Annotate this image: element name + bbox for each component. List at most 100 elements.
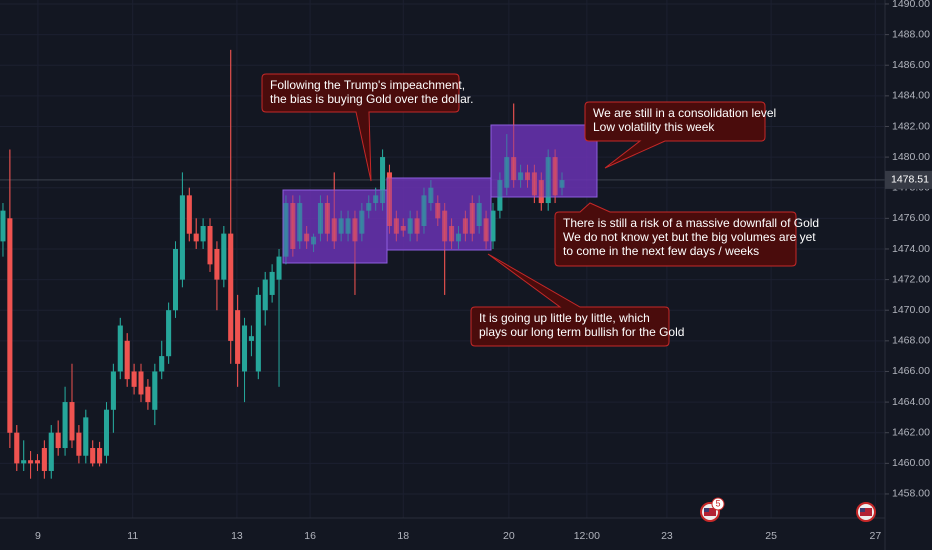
candle-body — [304, 233, 310, 242]
candle-body — [345, 218, 351, 234]
callout — [470, 253, 670, 347]
candle-body — [21, 460, 27, 464]
candle-body — [0, 210, 6, 242]
y-tick-label: 1474.00 — [892, 243, 930, 255]
event-icons: 5 — [700, 497, 876, 522]
flag — [860, 508, 872, 516]
callout — [584, 101, 766, 169]
y-tick-label: 1464.00 — [892, 396, 930, 408]
candle-body — [262, 279, 268, 311]
x-tick-label: 23 — [661, 530, 673, 542]
candle-body — [511, 157, 517, 181]
candle-body — [207, 226, 213, 265]
candle-body — [131, 371, 137, 387]
y-tick-label: 1468.00 — [892, 335, 930, 347]
y-tick-label: 1476.00 — [892, 212, 930, 224]
y-tick-label: 1462.00 — [892, 426, 930, 438]
candle-body — [110, 371, 116, 410]
candle-body — [414, 218, 420, 234]
candle-body — [331, 218, 337, 242]
x-tick-label: 27 — [869, 530, 881, 542]
candle-body — [442, 210, 448, 242]
candle-body — [290, 203, 296, 249]
annotation-text: to come in the next few days / weeks — [563, 244, 759, 258]
callout — [554, 202, 797, 267]
candle-body — [518, 172, 524, 181]
candle-body — [179, 195, 185, 280]
annotation-text: We are still in a consolidation level — [593, 106, 776, 120]
candle-body — [421, 195, 427, 227]
candle-body — [449, 226, 455, 242]
candle-body — [145, 386, 151, 403]
candle-body — [317, 203, 323, 234]
candle-body — [55, 432, 61, 449]
candle-body — [352, 218, 358, 242]
candle-body — [476, 203, 482, 227]
candle-body — [435, 203, 441, 219]
candle-body — [311, 236, 317, 245]
candle-body — [14, 432, 20, 464]
candle-body — [7, 218, 13, 433]
candle-body — [559, 180, 565, 188]
x-tick-label: 13 — [231, 530, 243, 542]
candle-body — [497, 180, 503, 211]
candle-body — [214, 248, 220, 280]
x-tick-label: 9 — [35, 530, 41, 542]
candle-body — [255, 294, 261, 372]
candle-body — [338, 218, 344, 234]
candle-body — [166, 310, 172, 357]
candle-body — [173, 248, 179, 311]
flag — [704, 508, 716, 516]
x-tick-label: 12:00 — [574, 530, 600, 542]
candle-body — [103, 409, 109, 456]
candle-body — [269, 271, 275, 295]
candle-body — [386, 172, 392, 227]
candle-body — [283, 203, 289, 257]
y-tick-label: 1486.00 — [892, 59, 930, 71]
y-tick-label: 1482.00 — [892, 120, 930, 132]
axes: 1458.00 1460.00 1462.00 1464.00 1466.00 1468.… — [35, 0, 932, 542]
candle-body — [373, 195, 379, 204]
y-tick-label: 1470.00 — [892, 304, 930, 316]
annotation-text: the bias is buying Gold over the dollar. — [270, 92, 473, 106]
candle-body — [248, 336, 254, 341]
x-tick-label: 20 — [503, 530, 515, 542]
candle-body — [428, 187, 434, 204]
candle-body — [83, 417, 89, 456]
y-tick-label: 1490.00 — [892, 0, 930, 10]
annotation-text: It is going up little by little, which — [479, 311, 650, 325]
candle-body — [186, 195, 192, 234]
candle-body — [48, 432, 54, 471]
y-tick-label: 1458.00 — [892, 488, 930, 500]
annotation-text: Low volatility this week — [593, 120, 715, 134]
candle-body — [400, 226, 406, 231]
y-tick-label: 1480.00 — [892, 151, 930, 163]
candle-body — [228, 233, 234, 341]
candle-body — [242, 325, 248, 372]
candle-body — [538, 180, 544, 204]
candle-body — [552, 157, 558, 196]
flag — [704, 508, 709, 512]
candle-body — [159, 356, 165, 372]
candle-body — [41, 448, 47, 471]
candle-body — [200, 226, 206, 242]
callout — [261, 73, 460, 182]
x-tick-label: 16 — [304, 530, 316, 542]
candle-body — [221, 233, 227, 280]
candle-body — [235, 310, 241, 364]
candle-body — [545, 157, 551, 204]
callouts — [261, 73, 797, 347]
x-tick-label: 18 — [397, 530, 409, 542]
flag — [860, 508, 865, 512]
candle-body — [28, 460, 34, 464]
y-tick-label: 1488.00 — [892, 28, 930, 40]
y-tick-label: 1472.00 — [892, 273, 930, 285]
candle-body — [531, 172, 537, 196]
candle-body — [69, 402, 75, 441]
candle-body — [359, 210, 365, 234]
candle-body — [62, 402, 68, 449]
y-tick-label: 1484.00 — [892, 90, 930, 102]
candle-body — [462, 218, 468, 234]
candle-body — [407, 218, 413, 234]
